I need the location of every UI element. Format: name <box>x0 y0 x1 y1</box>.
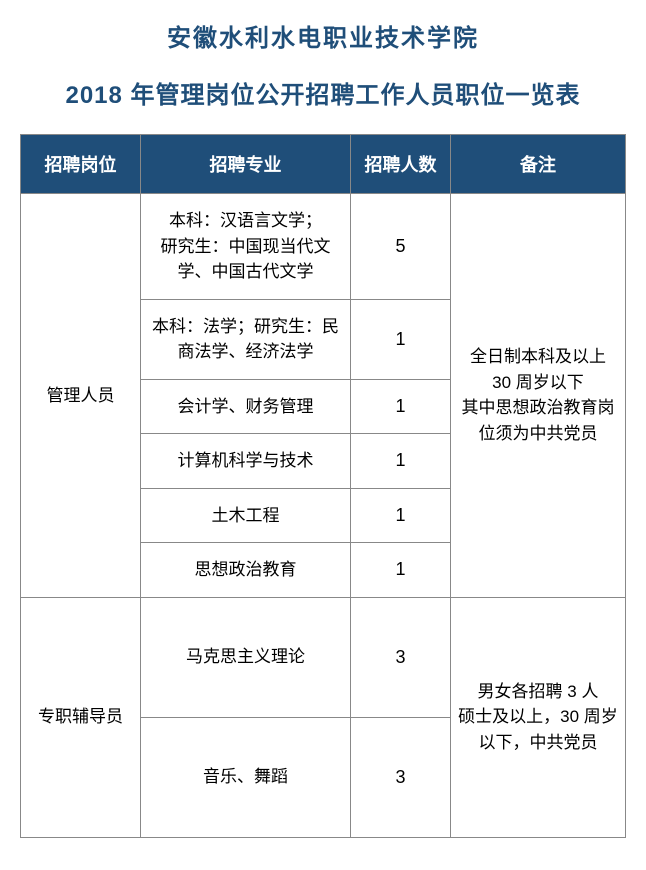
cell-major: 思想政治教育 <box>141 543 351 598</box>
cell-major: 本科：法学；研究生：民商法学、经济法学 <box>141 299 351 379</box>
cell-count: 1 <box>351 543 451 598</box>
col-header-major: 招聘专业 <box>141 135 351 194</box>
cell-count: 5 <box>351 194 451 300</box>
cell-major: 会计学、财务管理 <box>141 379 351 434</box>
cell-major: 土木工程 <box>141 488 351 543</box>
positions-table: 招聘岗位 招聘专业 招聘人数 备注 管理人员本科：汉语言文学；研究生：中国现当代… <box>20 134 626 838</box>
col-header-position: 招聘岗位 <box>21 135 141 194</box>
cell-count: 3 <box>351 717 451 837</box>
cell-count: 1 <box>351 488 451 543</box>
table-row: 专职辅导员马克思主义理论3男女各招聘 3 人硕士及以上，30 周岁以下，中共党员 <box>21 597 626 717</box>
cell-count: 3 <box>351 597 451 717</box>
cell-major: 马克思主义理论 <box>141 597 351 717</box>
cell-major: 本科：汉语言文学；研究生：中国现当代文学、中国古代文学 <box>141 194 351 300</box>
col-header-count: 招聘人数 <box>351 135 451 194</box>
document-title: 2018 年管理岗位公开招聘工作人员职位一览表 <box>20 75 626 110</box>
cell-note: 男女各招聘 3 人硕士及以上，30 周岁以下，中共党员 <box>451 597 626 837</box>
table-row: 管理人员本科：汉语言文学；研究生：中国现当代文学、中国古代文学5全日制本科及以上… <box>21 194 626 300</box>
cell-count: 1 <box>351 379 451 434</box>
cell-count: 1 <box>351 434 451 489</box>
cell-major: 音乐、舞蹈 <box>141 717 351 837</box>
institution-title: 安徽水利水电职业技术学院 <box>20 18 626 53</box>
cell-count: 1 <box>351 299 451 379</box>
cell-major: 计算机科学与技术 <box>141 434 351 489</box>
cell-position: 专职辅导员 <box>21 597 141 837</box>
cell-note: 全日制本科及以上30 周岁以下其中思想政治教育岗位须为中共党员 <box>451 194 626 598</box>
col-header-note: 备注 <box>451 135 626 194</box>
table-header-row: 招聘岗位 招聘专业 招聘人数 备注 <box>21 135 626 194</box>
table-body: 管理人员本科：汉语言文学；研究生：中国现当代文学、中国古代文学5全日制本科及以上… <box>21 194 626 838</box>
cell-position: 管理人员 <box>21 194 141 598</box>
